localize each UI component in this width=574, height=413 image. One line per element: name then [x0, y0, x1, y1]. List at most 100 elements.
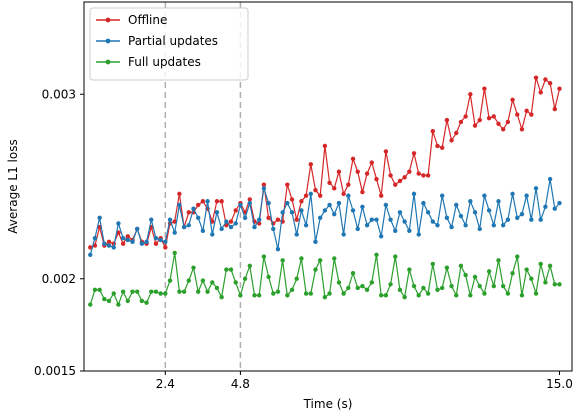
data-point [266, 274, 271, 280]
data-point [510, 97, 515, 102]
data-point [285, 182, 290, 187]
data-point [149, 217, 154, 222]
data-point [533, 186, 539, 191]
data-point [224, 219, 229, 224]
data-point [444, 117, 450, 123]
data-point [106, 298, 112, 304]
data-point [191, 206, 196, 211]
data-point [130, 289, 135, 294]
data-point [167, 217, 173, 222]
data-point [134, 289, 140, 294]
data-point [177, 289, 182, 294]
data-point [346, 193, 351, 198]
series-partial-updates [88, 176, 562, 257]
data-point [552, 106, 557, 112]
data-point [92, 243, 98, 248]
data-point [200, 199, 206, 204]
data-point [468, 199, 473, 204]
data-point [538, 261, 543, 267]
data-point [547, 263, 553, 269]
data-point [134, 226, 140, 232]
data-point [374, 217, 379, 222]
data-point [191, 265, 196, 270]
data-point [163, 245, 168, 250]
data-point [350, 271, 356, 276]
data-point [439, 193, 445, 198]
data-point [308, 191, 313, 197]
data-point [242, 215, 248, 221]
data-point [463, 223, 468, 228]
data-point [332, 186, 337, 191]
data-point [195, 289, 201, 294]
data-point [167, 278, 173, 283]
data-point [111, 291, 116, 296]
data-point [449, 138, 454, 143]
x-tick-label: 4.8 [231, 377, 250, 391]
data-point [261, 182, 267, 187]
data-point [336, 169, 342, 174]
data-point [289, 210, 295, 215]
data-point [275, 217, 281, 222]
y-axis: 0.0015 0.002 0.003 [34, 87, 84, 378]
data-point [374, 252, 379, 257]
data-point [411, 151, 417, 156]
data-point [280, 258, 285, 263]
data-point [486, 116, 492, 121]
data-point [106, 239, 112, 245]
data-point [486, 208, 492, 213]
data-point [411, 191, 417, 197]
data-point [224, 267, 229, 272]
data-point [500, 223, 506, 228]
data-point [256, 217, 262, 222]
data-point [177, 202, 182, 208]
data-point [393, 254, 398, 259]
data-point [294, 276, 299, 281]
data-point [92, 235, 98, 241]
data-point [322, 295, 328, 300]
data-point [364, 287, 370, 293]
data-point [116, 221, 121, 226]
data-point [139, 241, 145, 246]
data-point [458, 119, 464, 125]
data-point [308, 291, 313, 296]
data-point [210, 280, 215, 285]
data-point [177, 191, 182, 197]
data-point [505, 217, 511, 222]
data-point [500, 127, 506, 132]
data-point [454, 202, 459, 208]
data-point [472, 123, 478, 128]
data-point [510, 191, 515, 197]
series-layer [88, 75, 562, 307]
data-point [120, 241, 126, 246]
data-point [538, 217, 543, 222]
data-point [210, 232, 215, 237]
data-point [247, 263, 252, 269]
data-point [463, 114, 468, 119]
data-point [364, 223, 370, 228]
data-point [355, 169, 360, 174]
data-point [543, 204, 548, 209]
data-point [425, 210, 431, 215]
data-point [468, 293, 473, 298]
data-point [557, 282, 562, 287]
data-point [97, 215, 102, 221]
series-line-offline [90, 77, 561, 250]
data-point [158, 237, 163, 243]
data-point [515, 215, 520, 221]
data-point [425, 173, 431, 178]
data-point [158, 291, 163, 296]
legend-item: Partial updates [96, 34, 218, 48]
data-point [524, 193, 529, 198]
data-point [294, 232, 299, 237]
data-point [350, 156, 356, 162]
data-point [200, 278, 206, 283]
data-point [120, 289, 126, 294]
data-point [289, 287, 295, 293]
data-point [355, 285, 360, 291]
data-point [416, 293, 421, 298]
data-point [149, 289, 154, 294]
data-point [130, 239, 135, 245]
data-point [454, 130, 459, 136]
data-point [336, 280, 342, 285]
data-point [421, 200, 426, 206]
